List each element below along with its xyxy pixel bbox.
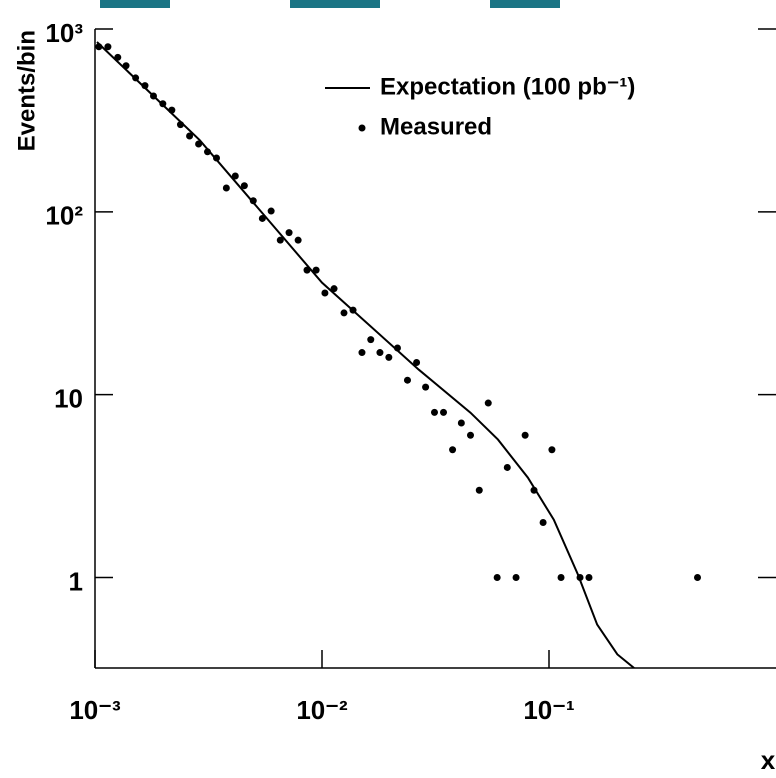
legend-label: Expectation (100 pb⁻¹) [380,73,635,100]
data-point [213,154,221,162]
data-point [114,53,122,61]
data-point [303,266,311,274]
data-point [422,383,430,391]
legend-label: Measured [380,113,492,140]
data-point [484,399,492,407]
data-point [104,43,112,51]
y-tick-label: 10² [45,201,83,231]
data-point [203,148,211,156]
data-point [176,121,184,129]
data-point [321,289,329,297]
data-point [493,574,501,582]
data-point [312,266,320,274]
data-point [240,182,248,190]
y-tick-label: 10 [54,384,83,414]
data-point [430,408,438,416]
data-point [585,574,593,582]
data-point [231,172,239,180]
data-point [693,574,701,582]
data-point [539,518,547,526]
data-point [376,349,384,357]
data-point [466,431,474,439]
header-stripe [490,0,560,8]
header-decoration [100,0,560,8]
data-point [576,574,584,582]
data-point [258,214,266,222]
data-point [413,358,421,366]
data-point [141,82,149,90]
data-point [548,446,556,454]
data-point [367,336,375,344]
header-stripe [290,0,380,8]
data-point [512,574,520,582]
data-point [340,309,348,317]
data-point [132,74,140,82]
data-point [521,431,529,439]
data-point [557,574,565,582]
y-axis-label: Events/bin [13,30,40,151]
data-point [276,236,284,244]
x-tick-label: 10⁻¹ [523,695,574,725]
data-point [222,184,230,192]
data-point [403,376,411,384]
data-point [449,446,457,454]
data-point [168,106,176,114]
data-point [285,229,293,237]
data-point [503,463,511,471]
data-point [249,197,257,205]
x-tick-label: 10⁻³ [69,695,121,725]
data-point [149,92,157,100]
data-point [393,344,401,352]
plot-area [95,41,701,668]
expectation-line [96,41,635,668]
y-tick-label: 10³ [45,18,83,48]
data-point [186,132,194,140]
data-point [475,486,483,494]
data-point [330,285,338,293]
data-point [95,43,103,51]
x-tick-label: 10⁻² [296,695,348,725]
data-point [457,419,465,427]
legend-marker [358,124,366,132]
header-stripe [100,0,170,8]
x-axis-label: x [761,745,776,775]
data-point [349,306,357,314]
data-point [267,207,275,215]
data-point [294,236,302,244]
data-point [440,408,448,416]
data-point [159,100,167,108]
data-point [358,349,366,357]
y-tick-label: 1 [69,566,83,596]
data-point [195,140,203,148]
data-point [122,62,130,70]
data-point [385,353,393,361]
data-point [530,486,538,494]
